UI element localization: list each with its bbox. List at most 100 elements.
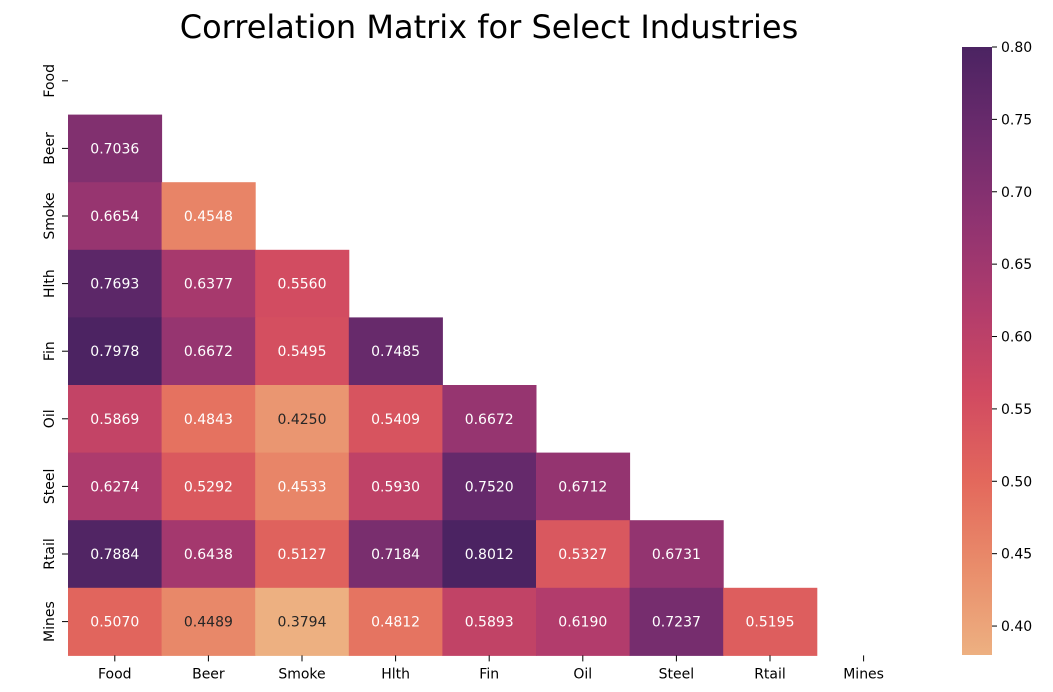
heatmap-cell bbox=[536, 587, 631, 656]
colorbar-tick-label: 0.65 bbox=[1001, 257, 1032, 273]
colorbar-tick-label: 0.80 bbox=[1001, 40, 1032, 56]
heatmap-cell bbox=[255, 452, 350, 521]
heatmap-cell bbox=[536, 452, 631, 521]
cell-value-label: 0.7693 bbox=[90, 277, 139, 293]
heatmap-cell bbox=[723, 587, 818, 656]
cell-value-label: 0.7485 bbox=[371, 344, 420, 360]
x-axis: Food Beer Smoke Hlth Fin Oil Steel Rtail Mines bbox=[98, 655, 884, 682]
x-tick-label: Oil bbox=[573, 666, 592, 682]
heatmap-cell bbox=[442, 587, 537, 656]
cell-value-label: 0.5195 bbox=[746, 615, 795, 631]
x-tick-label: Steel bbox=[659, 666, 695, 682]
cell-value-label: 0.6654 bbox=[90, 209, 139, 225]
y-tick-label: Food bbox=[42, 64, 58, 98]
x-tick-label: Rtail bbox=[754, 666, 786, 682]
heatmap-cell bbox=[629, 587, 724, 656]
heatmap-cell bbox=[255, 520, 350, 589]
cell-value-label: 0.4533 bbox=[278, 479, 327, 495]
heatmap-cell bbox=[68, 520, 163, 589]
cell-value-label: 0.4548 bbox=[184, 209, 233, 225]
heatmap-cell bbox=[348, 317, 443, 386]
cell-value-label: 0.6672 bbox=[465, 412, 514, 428]
colorbar: 0.40 0.45 0.50 0.55 0.60 0.65 0.70 0.75 0.80 bbox=[962, 40, 1032, 655]
x-tick-label: Smoke bbox=[278, 666, 325, 682]
x-tick-label: Fin bbox=[479, 666, 499, 682]
colorbar-tick-label: 0.60 bbox=[1001, 330, 1032, 346]
y-tick-label: Rtail bbox=[42, 538, 58, 570]
heatmap-cell bbox=[348, 452, 443, 521]
cell-value-label: 0.5893 bbox=[465, 615, 514, 631]
heatmap-cell bbox=[442, 452, 537, 521]
heatmap-cell bbox=[161, 452, 256, 521]
colorbar-tick-label: 0.40 bbox=[1001, 619, 1032, 635]
heatmap-cell bbox=[348, 587, 443, 656]
cell-value-label: 0.7184 bbox=[371, 547, 420, 563]
cell-value-label: 0.5409 bbox=[371, 412, 420, 428]
colorbar-tick-label: 0.75 bbox=[1001, 112, 1032, 128]
cell-value-label: 0.6712 bbox=[558, 479, 607, 495]
heatmap-cell bbox=[68, 385, 163, 454]
cell-value-label: 0.7520 bbox=[465, 479, 514, 495]
cell-value-label: 0.5327 bbox=[558, 547, 607, 563]
cell-value-label: 0.6731 bbox=[652, 547, 701, 563]
cell-value-label: 0.5127 bbox=[278, 547, 327, 563]
cell-value-label: 0.7036 bbox=[90, 141, 139, 157]
cell-value-label: 0.4843 bbox=[184, 412, 233, 428]
heatmap-cell bbox=[68, 587, 163, 656]
x-tick-label: Beer bbox=[192, 666, 225, 682]
cell-value-label: 0.7884 bbox=[90, 547, 139, 563]
heatmap-cell bbox=[68, 317, 163, 386]
heatmap-cell bbox=[536, 520, 631, 589]
colorbar-tick-label: 0.50 bbox=[1001, 474, 1032, 490]
cell-value-label: 0.4489 bbox=[184, 615, 233, 631]
y-tick-label: Fin bbox=[42, 341, 58, 361]
cell-value-label: 0.8012 bbox=[465, 547, 514, 563]
cell-value-label: 0.5070 bbox=[90, 615, 139, 631]
heatmap-cell bbox=[442, 385, 537, 454]
cell-value-label: 0.3794 bbox=[278, 615, 327, 631]
x-tick-label: Mines bbox=[843, 666, 884, 682]
colorbar-ticks: 0.40 0.45 0.50 0.55 0.60 0.65 0.70 0.75 0.80 bbox=[992, 40, 1032, 635]
cell-value-label: 0.6438 bbox=[184, 547, 233, 563]
heatmap-cell bbox=[348, 520, 443, 589]
heatmap-cell bbox=[348, 385, 443, 454]
y-tick-label: Beer bbox=[42, 132, 58, 165]
cell-value-label: 0.4812 bbox=[371, 615, 420, 631]
heatmap-cell bbox=[442, 520, 537, 589]
x-tick-label: Food bbox=[98, 666, 132, 682]
chart-title: Correlation Matrix for Select Industries bbox=[180, 8, 799, 46]
cell-value-label: 0.5495 bbox=[278, 344, 327, 360]
heatmap-cell bbox=[68, 452, 163, 521]
colorbar-gradient bbox=[962, 47, 992, 655]
colorbar-tick-label: 0.55 bbox=[1001, 402, 1032, 418]
cell-value-label: 0.5869 bbox=[90, 412, 139, 428]
colorbar-tick-label: 0.70 bbox=[1001, 185, 1032, 201]
cell-value-label: 0.6377 bbox=[184, 277, 233, 293]
heatmap-cell bbox=[161, 249, 256, 318]
x-tick-label: Hlth bbox=[381, 666, 410, 682]
cell-value-label: 0.5560 bbox=[278, 277, 327, 293]
heatmap-cell bbox=[255, 385, 350, 454]
cell-value-label: 0.5930 bbox=[371, 479, 420, 495]
heatmap-cell bbox=[255, 317, 350, 386]
cell-value-label: 0.6672 bbox=[184, 344, 233, 360]
heatmap-cell bbox=[68, 182, 163, 251]
heatmap-cell bbox=[161, 182, 256, 251]
y-tick-label: Mines bbox=[42, 601, 58, 642]
heatmap-cell bbox=[161, 317, 256, 386]
heatmap-cell bbox=[629, 520, 724, 589]
cell-value-label: 0.5292 bbox=[184, 479, 233, 495]
heatmap-cell bbox=[161, 385, 256, 454]
colorbar-tick-label: 0.45 bbox=[1001, 547, 1032, 563]
heatmap-cell bbox=[68, 114, 163, 183]
cell-value-label: 0.6190 bbox=[558, 615, 607, 631]
heatmap-cell bbox=[255, 587, 350, 656]
y-tick-label: Hlth bbox=[42, 269, 58, 298]
cell-value-label: 0.6274 bbox=[90, 479, 139, 495]
heatmap-cell bbox=[161, 520, 256, 589]
cell-value-label: 0.7978 bbox=[90, 344, 139, 360]
heatmap-cells: 0.7036 0.6654 0.4548 0.7693 0.6377 0.5560 0.79… bbox=[68, 114, 818, 656]
y-tick-label: Smoke bbox=[42, 192, 58, 239]
heatmap-cell bbox=[255, 249, 350, 318]
